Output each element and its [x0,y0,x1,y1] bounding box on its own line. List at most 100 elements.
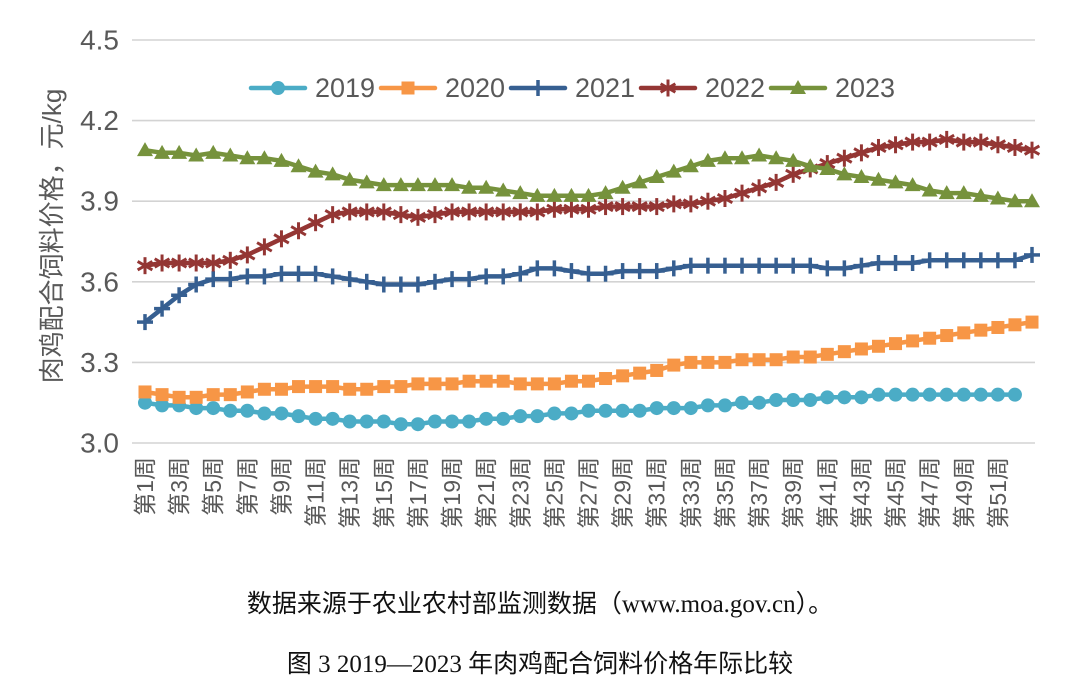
data-point-marker [631,263,648,280]
legend-marker-plus [530,80,546,96]
data-point-marker [529,260,546,277]
data-point-marker [718,355,732,369]
data-point-marker [341,171,358,186]
data-point-marker [273,152,290,167]
data-point-marker [513,409,528,424]
data-point-marker [155,398,170,413]
data-point-marker [495,268,512,285]
data-point-marker [460,203,478,221]
data-point-marker [223,388,237,402]
data-point-marker [580,187,597,202]
data-point-marker [853,169,870,184]
data-point-marker [887,136,904,154]
data-point-marker [462,374,476,388]
data-point-marker [957,326,971,340]
data-point-marker [699,152,716,167]
data-point-marker [495,203,512,221]
data-point-marker [768,150,785,165]
data-point-marker [256,268,273,285]
x-tick-label: 第17周 [405,457,431,529]
data-point-marker [870,171,887,186]
data-point-marker [649,401,664,416]
y-tick-label: 3.9 [80,186,119,217]
data-point-marker [358,174,375,189]
data-point-marker [854,342,868,356]
data-point-marker [682,257,699,274]
x-tick-label: 第7周 [234,457,260,516]
data-point-marker [871,339,885,353]
data-point-marker [682,158,699,173]
data-point-marker [358,273,375,290]
data-point-marker [137,142,153,157]
data-point-marker [546,260,563,277]
data-point-marker [1025,315,1039,329]
data-point-marker [290,222,307,240]
data-point-marker [803,350,817,364]
legend-item-2019: 2019 [248,73,375,103]
data-point-marker [614,263,631,280]
data-point-marker [171,287,188,304]
data-point-marker [648,169,665,184]
x-tick-label: 第43周 [848,457,874,529]
data-point-marker [921,182,938,197]
data-point-marker [974,323,988,337]
data-point-marker [496,374,510,388]
data-point-marker [870,138,887,156]
x-tick-label: 第41周 [814,457,840,529]
data-point-marker [256,238,273,256]
data-point-marker [836,149,853,167]
data-point-marker [239,246,256,264]
data-point-marker [580,265,597,282]
data-point-marker [393,417,408,432]
data-point-marker [1006,252,1023,269]
data-point-marker [375,177,392,192]
data-point-marker [564,406,579,421]
legend-label: 2022 [705,73,765,103]
data-point-marker [682,195,699,213]
x-tick-label: 第49周 [951,457,977,529]
data-point-marker [461,179,478,194]
data-point-marker [717,398,732,413]
series-2022 [136,130,1041,275]
x-tick-label: 第9周 [268,457,294,516]
data-point-marker [496,411,511,426]
x-tick-label: 第25周 [541,457,567,529]
x-tick-label: 第37周 [746,457,772,529]
data-point-marker [683,401,698,416]
data-point-marker [989,252,1006,269]
data-point-marker [751,257,768,274]
data-point-marker [803,393,818,408]
data-point-marker [633,366,647,380]
y-tick-label: 4.2 [80,105,119,136]
data-point-marker [153,254,171,272]
data-point-marker [904,254,921,271]
data-point-marker [342,414,357,429]
x-tick-label: 第1周 [132,457,158,516]
x-tick-label: 第45周 [883,457,909,529]
data-point-marker [972,133,989,151]
data-point-marker [274,406,289,421]
legend-item-2020: 2020 [378,73,505,103]
series-line-2021 [142,252,1035,325]
data-point-marker [734,150,751,165]
data-point-marker [324,206,341,224]
data-point-marker [563,200,580,218]
data-point-marker [256,150,273,165]
data-point-marker [581,403,596,418]
data-point-marker [222,271,239,288]
source-note: 数据来源于农业农村部监测数据（www.moa.gov.cn）。 [246,591,834,618]
data-point-marker [614,198,631,216]
data-point-marker [1024,246,1040,263]
data-point-marker [547,377,561,391]
data-point-marker [409,177,426,192]
data-point-marker [325,411,340,426]
x-tick-label: 第31周 [644,457,670,529]
data-point-marker [478,179,495,194]
data-point-marker [785,165,802,183]
data-point-marker [955,185,972,200]
data-point-marker [716,257,733,274]
data-point-marker [376,414,391,429]
data-point-marker [189,390,203,404]
data-point-marker [564,374,578,388]
data-point-marker [341,271,358,288]
